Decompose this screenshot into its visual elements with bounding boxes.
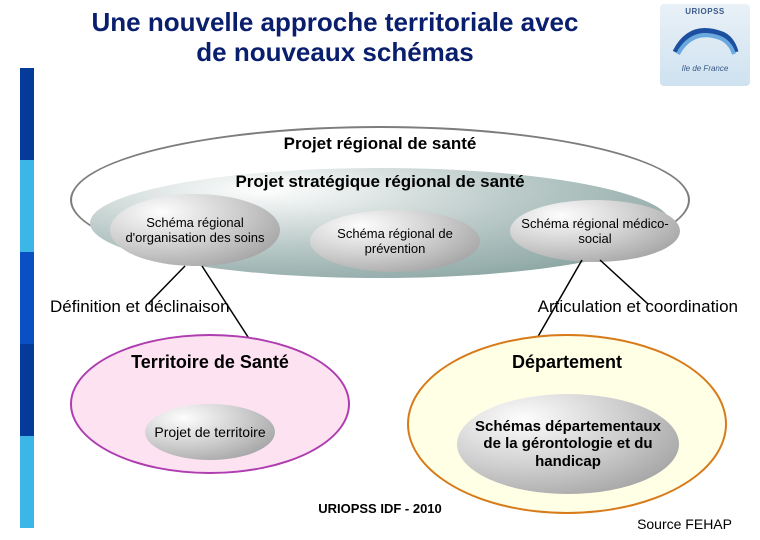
bubble-schema-soins: Schéma régional d'organisation des soins xyxy=(110,194,280,266)
bubble-schemas-departementaux: Schémas départementaux de la gérontologi… xyxy=(457,394,679,494)
label-articulation: Articulation et coordination xyxy=(538,297,738,317)
bubble-schema-prevention: Schéma régional de prévention xyxy=(310,210,480,272)
bubble-schema-medico-social: Schéma régional médico-social xyxy=(510,200,680,262)
page-title: Une nouvelle approche territoriale avec … xyxy=(80,8,590,68)
label-territoire: Territoire de Santé xyxy=(70,352,350,373)
logo-line1: URIOPSS xyxy=(685,7,725,16)
label-projet-strategique: Projet stratégique régional de santé xyxy=(0,172,760,192)
slide: Une nouvelle approche territoriale avec … xyxy=(0,0,760,540)
source-text: Source FEHAP xyxy=(637,516,732,532)
label-departement: Département xyxy=(407,352,727,373)
logo: URIOPSS Ile de France xyxy=(660,4,750,86)
logo-swoosh-icon xyxy=(670,18,740,62)
logo-line2: Ile de France xyxy=(682,64,729,73)
footer-text: URIOPSS IDF - 2010 xyxy=(0,501,760,516)
label-definition: Définition et déclinaison xyxy=(50,297,230,317)
label-projet-regional: Projet régional de santé xyxy=(0,134,760,154)
bubble-projet-territoire: Projet de territoire xyxy=(145,404,275,460)
